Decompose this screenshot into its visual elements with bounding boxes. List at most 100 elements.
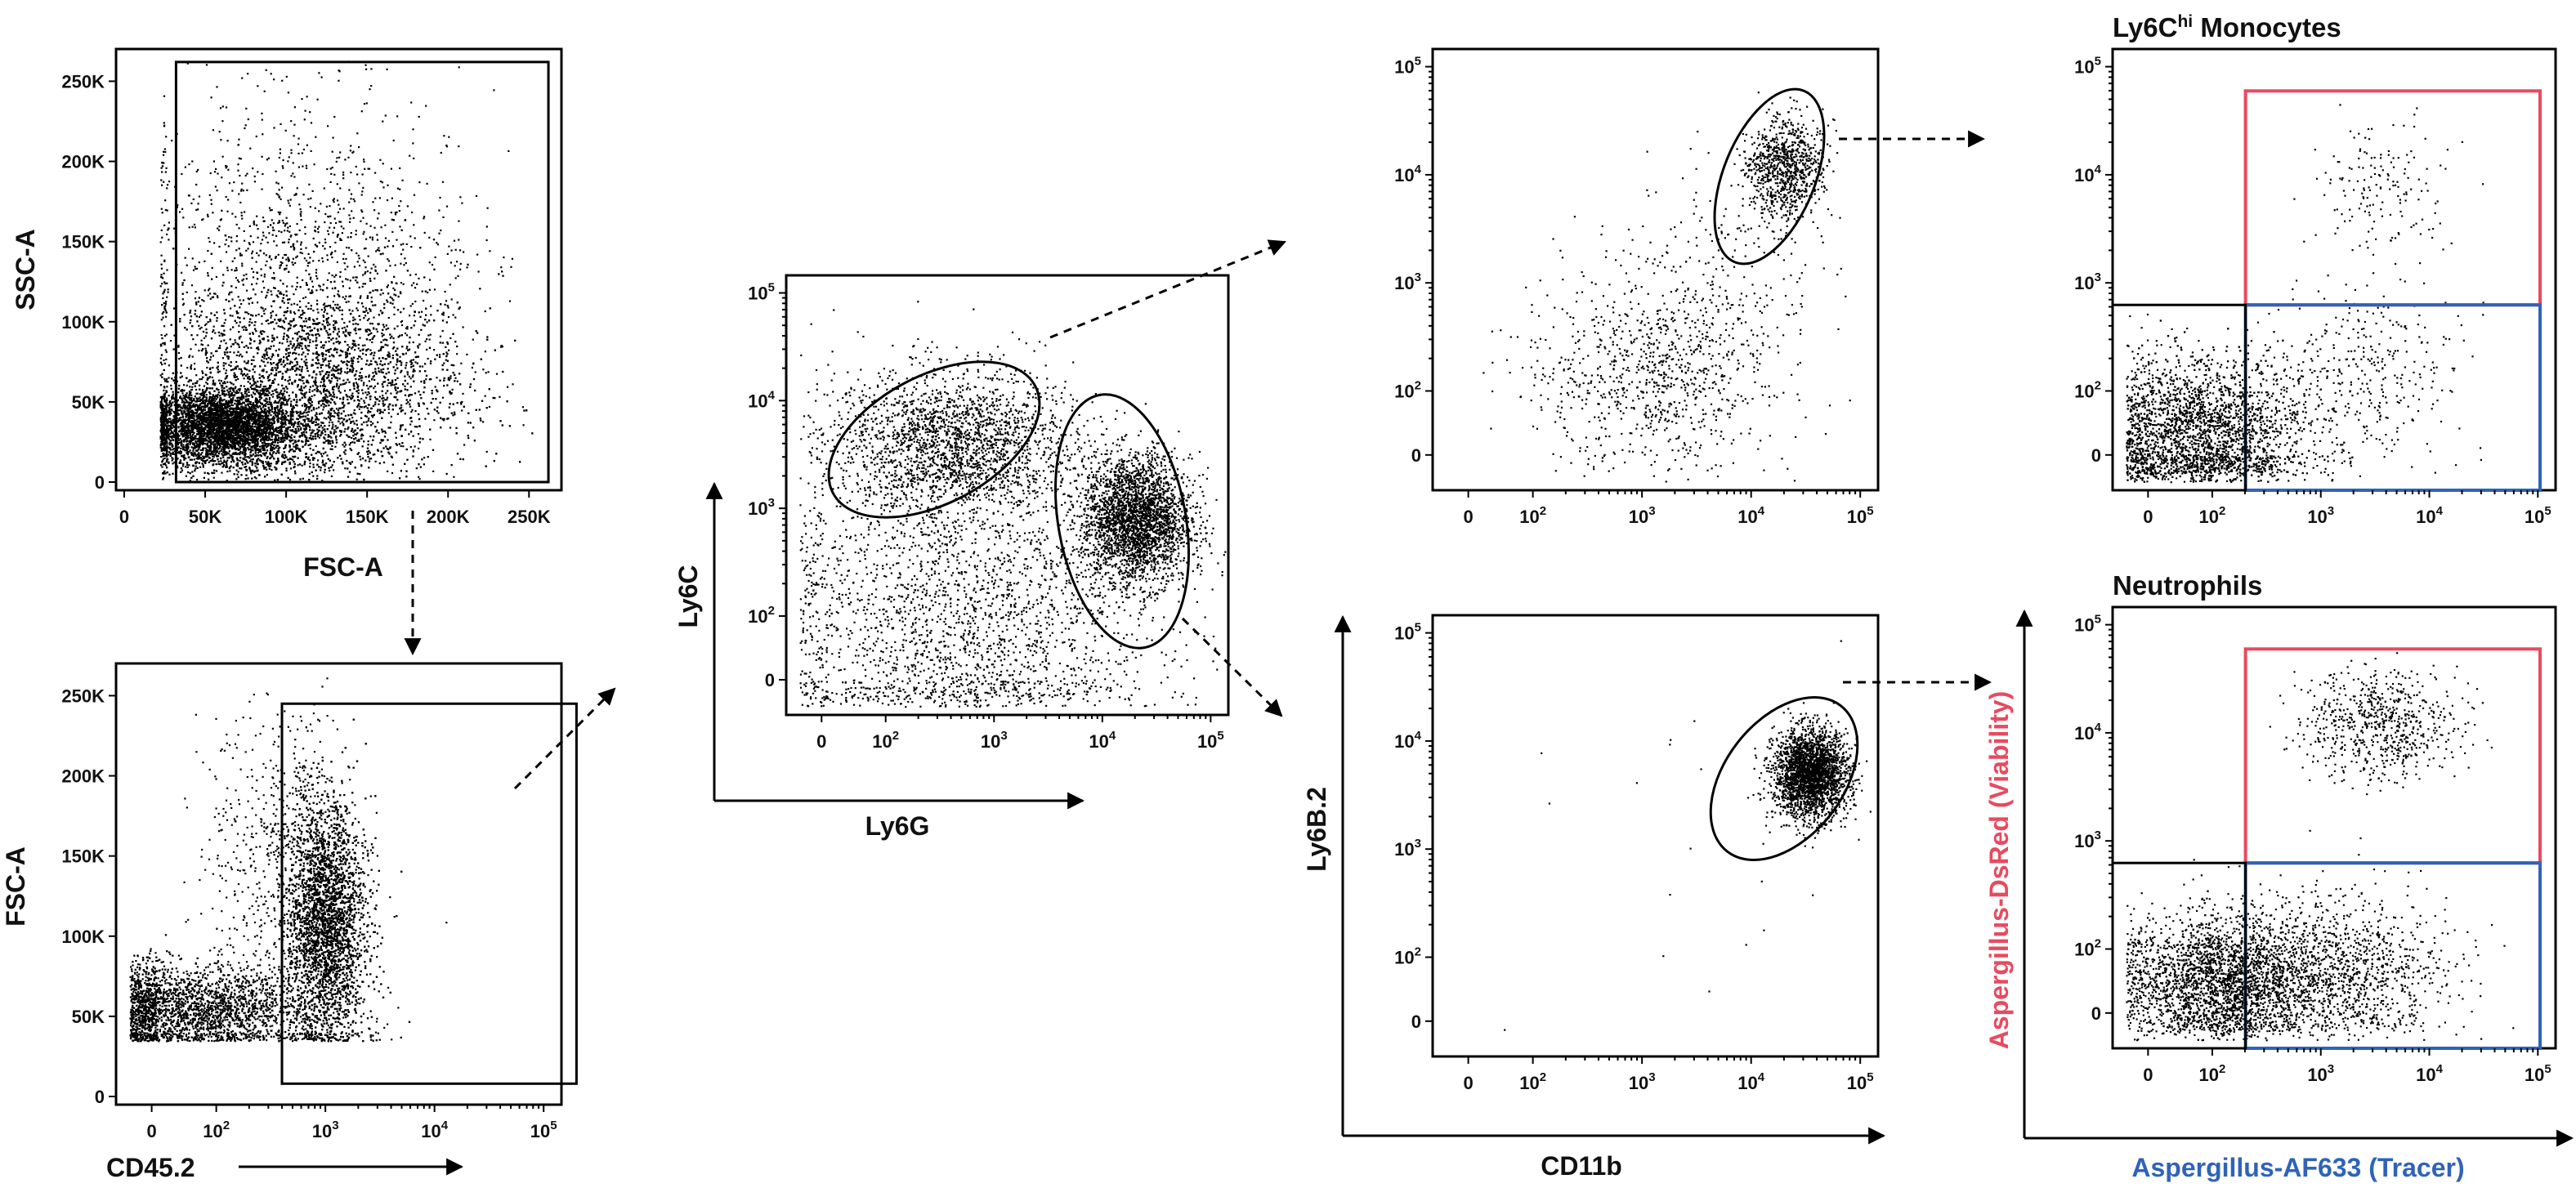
data-point: [181, 392, 184, 395]
data-point: [288, 446, 291, 449]
data-point: [171, 444, 173, 446]
data-point: [280, 421, 283, 423]
data-point: [241, 394, 244, 396]
data-point: [224, 406, 226, 409]
data-point: [251, 440, 253, 444]
data-point: [180, 425, 182, 427]
data-point: [170, 404, 173, 407]
data-point: [160, 464, 163, 467]
data-point: [195, 465, 197, 467]
data-point: [262, 428, 265, 431]
data-point: [205, 421, 208, 424]
data-point: [212, 382, 215, 384]
data-point: [212, 476, 215, 479]
data-point: [366, 424, 369, 427]
data-point: [270, 405, 273, 408]
data-point: [182, 395, 185, 397]
data-point: [218, 406, 221, 409]
data-point: [172, 448, 175, 450]
data-point: [311, 409, 313, 412]
data-point: [229, 411, 231, 413]
data-point: [210, 453, 212, 455]
data-point: [247, 381, 249, 383]
data-point: [170, 409, 172, 411]
data-point: [251, 462, 254, 465]
data-point: [220, 384, 222, 386]
data-point: [287, 419, 290, 422]
data-point: [213, 390, 216, 392]
data-point: [166, 397, 168, 400]
data-point: [194, 427, 196, 429]
data-point: [307, 444, 310, 447]
data-point: [202, 466, 204, 468]
data-point: [236, 443, 239, 445]
data-point: [257, 448, 259, 450]
data-point: [207, 444, 209, 447]
data-point: [176, 465, 178, 467]
data-point: [279, 393, 281, 395]
data-point: [302, 418, 305, 421]
data-point: [280, 432, 282, 435]
data-point: [206, 442, 208, 444]
data-point: [293, 421, 296, 423]
data-point: [273, 411, 276, 413]
data-point: [205, 396, 208, 399]
data-point: [199, 466, 202, 468]
data-point: [271, 418, 273, 421]
data-point: [209, 453, 212, 456]
data-point: [177, 439, 180, 441]
data-point: [187, 437, 190, 440]
data-point: [186, 449, 188, 452]
data-point: [275, 436, 277, 439]
data-point: [226, 471, 229, 473]
data-point: [261, 447, 263, 449]
data-point: [295, 393, 297, 395]
data-point: [188, 395, 190, 397]
data-point: [191, 458, 194, 461]
data-point: [216, 445, 218, 448]
data-point: [280, 404, 282, 407]
data-point: [212, 414, 214, 417]
data-point: [190, 431, 193, 433]
data-point: [204, 453, 208, 456]
data-point: [191, 386, 194, 388]
data-point: [171, 426, 173, 428]
data-point: [161, 466, 163, 468]
data-point: [213, 407, 216, 409]
data-point: [290, 434, 293, 436]
data-point: [245, 474, 248, 476]
data-point: [243, 407, 245, 409]
data-point: [316, 435, 319, 438]
data-point: [163, 398, 166, 400]
data-point: [163, 444, 166, 446]
data-point: [291, 448, 293, 451]
data-point: [313, 429, 315, 432]
data-point: [169, 418, 172, 420]
data-point: [161, 413, 163, 415]
data-point: [304, 418, 306, 421]
data-point: [233, 461, 235, 463]
data-point: [165, 407, 168, 409]
data-point: [244, 406, 246, 409]
data-point: [180, 453, 182, 455]
data-point: [249, 431, 252, 433]
data-point: [288, 397, 291, 400]
data-point: [195, 449, 198, 452]
data-point: [172, 439, 174, 441]
data-point: [190, 435, 192, 438]
data-point: [184, 418, 186, 421]
data-point: [236, 434, 239, 436]
data-point: [264, 476, 266, 478]
data-point: [163, 389, 165, 391]
data-point: [245, 391, 248, 393]
data-point: [172, 453, 174, 455]
data-point: [200, 427, 203, 429]
data-point: [220, 448, 222, 450]
data-point: [179, 409, 181, 411]
data-point: [228, 364, 230, 366]
data-point: [223, 386, 226, 389]
data-point: [183, 384, 186, 386]
data-point: [264, 408, 267, 410]
data-point: [210, 407, 212, 409]
data-point: [262, 388, 264, 391]
